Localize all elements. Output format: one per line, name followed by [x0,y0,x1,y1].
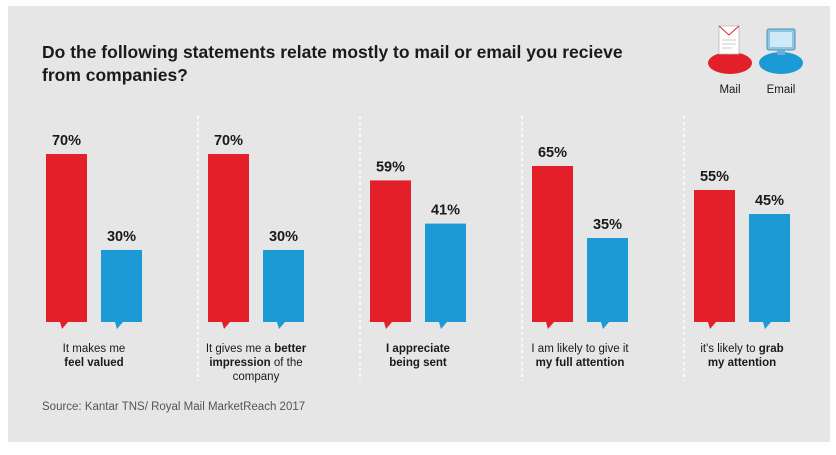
email-legend-swatch [759,52,803,74]
bar-notch [115,322,123,329]
value-label-mail-5: 55% [700,169,729,185]
category-label-1: It makes me feel valued [63,343,126,369]
bar-email-1 [101,250,142,322]
legend-email: Email [759,28,803,96]
bar-mail-5 [694,190,735,322]
legend-label-mail: Mail [719,84,740,96]
bar-mail-1 [46,154,87,322]
category-label-3: I appreciate being sent [386,343,450,369]
source-note: Source: Kantar TNS/ Royal Mail MarketRea… [42,401,305,413]
value-label-email-2: 30% [269,229,298,245]
mail-legend-swatch [708,52,752,74]
bar-notch [763,322,771,329]
legend-label-email: Email [767,84,796,96]
chart-title-line-1: Do the following statements relate mostl… [42,42,623,62]
legend-mail: Mail [708,25,752,96]
chart-panel: Do the following statements relate mostl… [8,6,830,442]
monitor-icon [766,28,796,55]
bar-mail-2 [208,154,249,322]
bar-email-5 [749,214,790,322]
value-label-mail-3: 59% [376,159,405,175]
bar-email-2 [263,250,304,322]
value-label-email-3: 41% [431,203,460,219]
value-label-email-4: 35% [593,217,622,233]
value-label-mail-2: 70% [214,133,243,149]
value-label-email-5: 45% [755,193,784,209]
chart: Do the following statements relate mostl… [42,25,803,413]
bar-notch [384,322,392,329]
plot-area: 70% 30% It makes me feel valued 70% 30% It giv… [46,116,790,383]
letter-icon [718,25,740,55]
bar-notch [601,322,609,329]
bar-notch [439,322,447,329]
bar-mail-3 [370,180,411,322]
value-label-email-1: 30% [107,229,136,245]
value-label-mail-4: 65% [538,145,567,161]
value-label-mail-1: 70% [52,133,81,149]
bar-mail-4 [532,166,573,322]
bar-notch [277,322,285,329]
bar-notch [708,322,716,329]
bar-notch [222,322,230,329]
bar-notch [60,322,68,329]
category-label-4: I am likely to give it my full attention [531,343,629,369]
bar-email-3 [425,223,466,322]
category-label-5: it's likely to grab my attention [700,343,783,369]
chart-title-line-2: from companies? [42,65,188,85]
bar-email-4 [587,238,628,322]
category-label-2: It gives me a better impression of the com… [206,343,307,383]
legend: Mail Email [708,25,803,96]
bar-notch [546,322,554,329]
